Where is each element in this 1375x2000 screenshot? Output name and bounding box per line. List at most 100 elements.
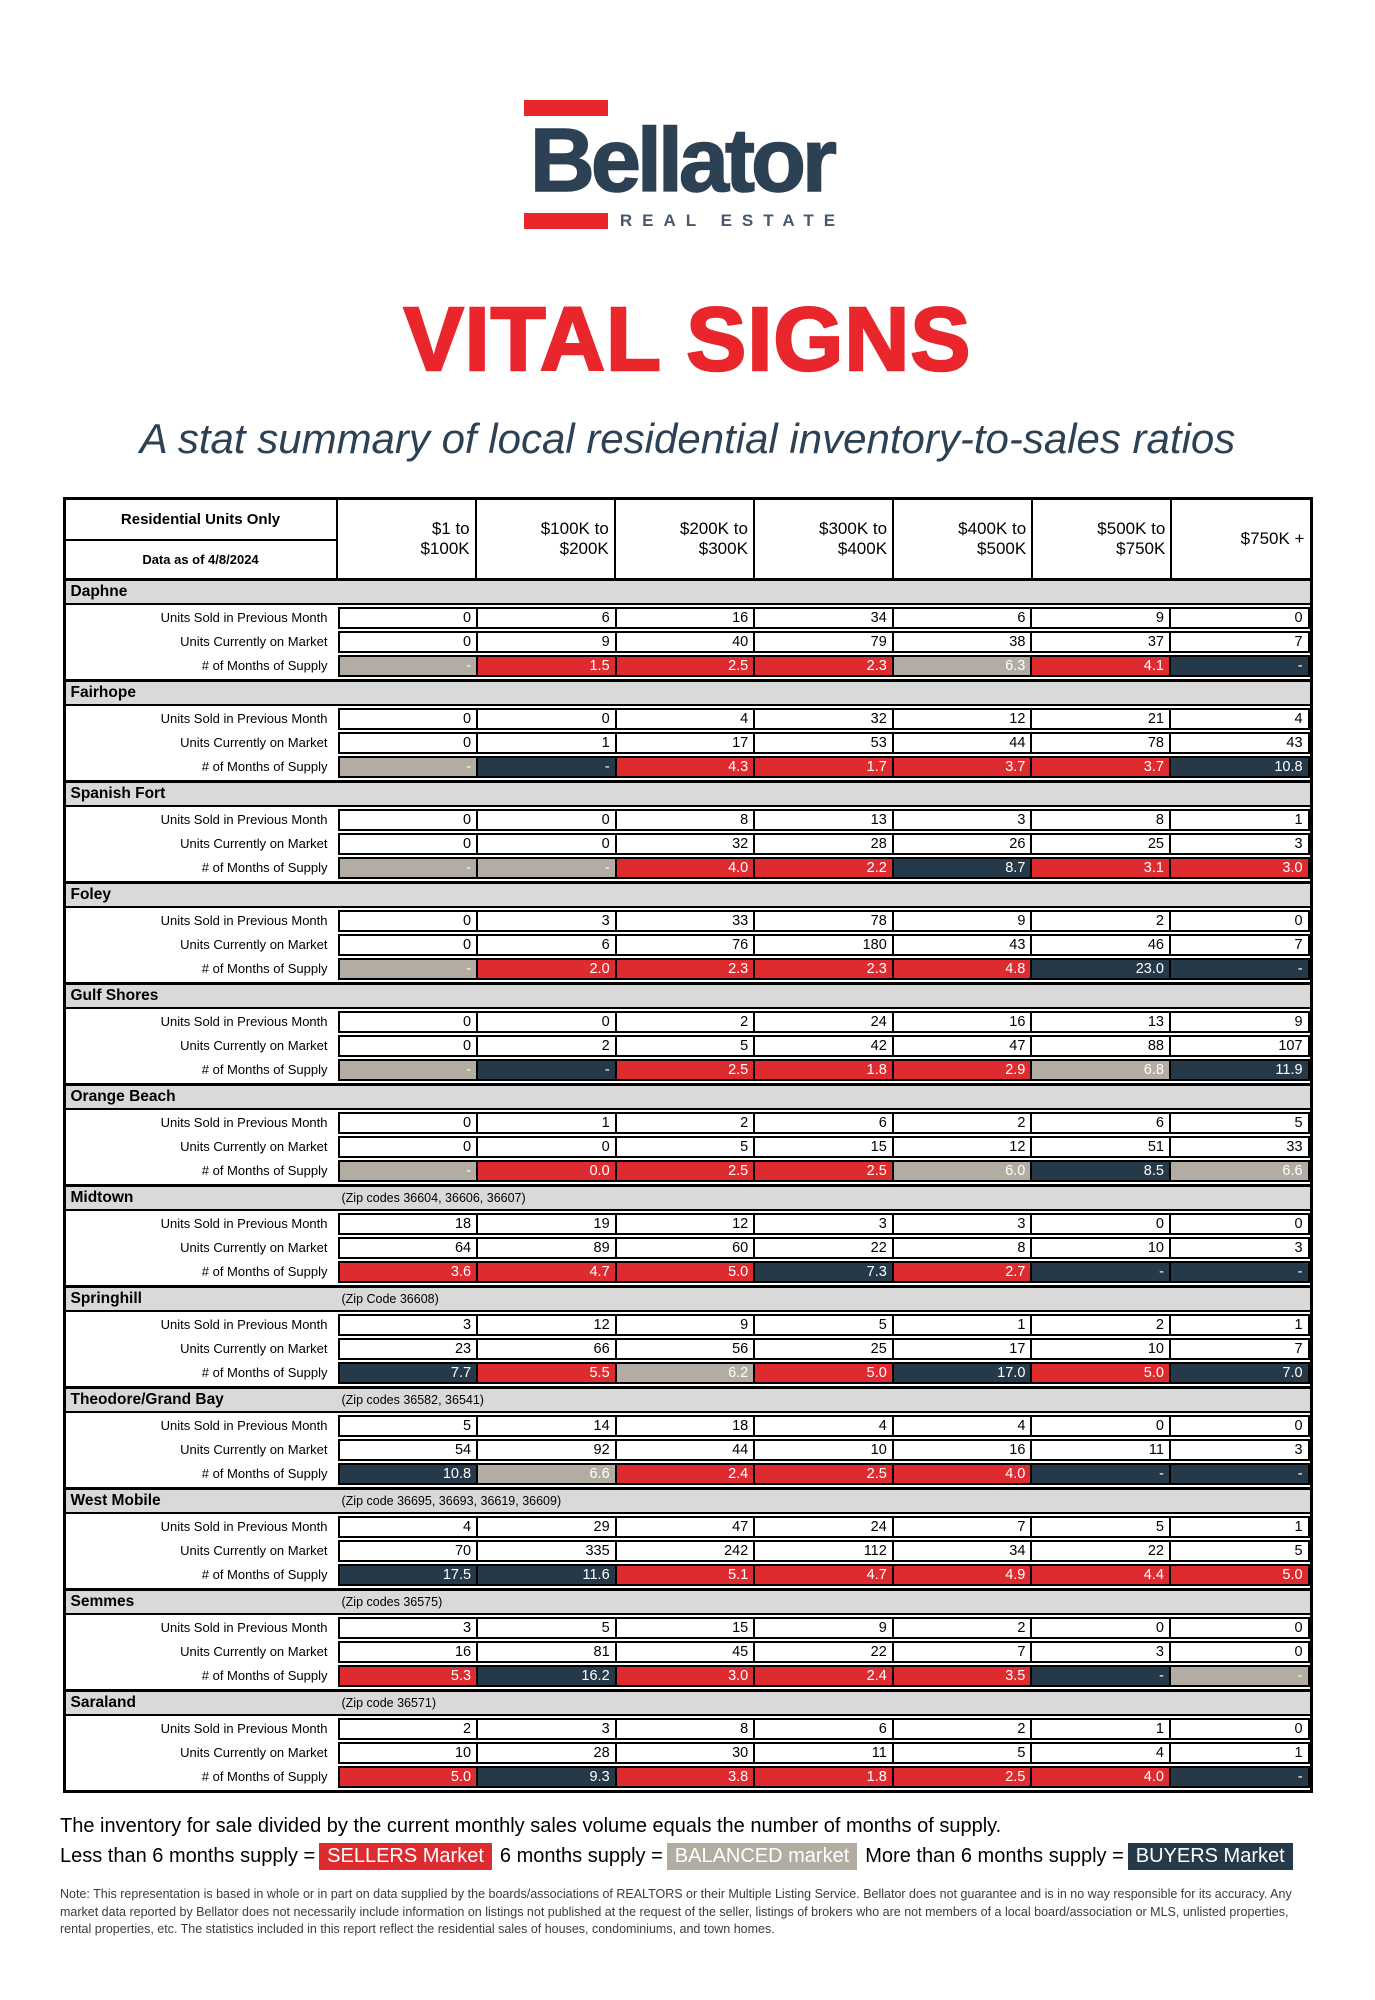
- supply-cell: -: [1168, 1462, 1310, 1485]
- row-cells: -0.0 2.5 2.5 6.0 8.5 6.6: [337, 1159, 1310, 1182]
- value-cell: 22: [753, 1640, 894, 1663]
- value-cell: 10: [753, 1438, 894, 1461]
- table-row: Units Sold in Previous Month 0 3 33 78 9 2 0: [66, 909, 1310, 932]
- value-cell: 44: [891, 731, 1033, 754]
- supply-cell: 8.7: [891, 856, 1033, 879]
- value-cell: 2: [1030, 1313, 1171, 1336]
- row-label: Units Sold in Previous Month: [160, 1216, 328, 1232]
- supply-cell: 3.8: [614, 1765, 756, 1788]
- supply-cell: 4.0: [891, 1462, 1033, 1485]
- price-column-header: $100K to $200K: [474, 499, 614, 578]
- value-cell: 6: [476, 933, 617, 956]
- row-cells: 7.7 5.5 6.2 5.0 17.0 5.0 7.0: [337, 1361, 1310, 1384]
- region-band: Orange Beach: [65, 1082, 1310, 1110]
- table-row: Units Sold in Previous Month 5 14 18 4 4 0 0: [66, 1414, 1310, 1437]
- price-column-header: $1 to $100K: [338, 500, 475, 578]
- value-cell: 107: [1168, 1034, 1310, 1057]
- row-label: # of Months of Supply: [201, 658, 328, 674]
- row-cells: 17.5 11.6 5.1 4.7 4.9 4.4 5.0: [337, 1563, 1310, 1586]
- row-label: # of Months of Supply: [201, 759, 328, 775]
- region-name: Theodore/Grand Bay: [70, 1390, 224, 1408]
- supply-cell: 3.0: [1168, 856, 1310, 879]
- row-cells: 23 66 56 25 17 10 7: [337, 1337, 1310, 1360]
- row-cells: 0 0 32 28 26 25 3: [337, 832, 1310, 855]
- region-band: Springhill (Zip Code 36608): [65, 1284, 1310, 1312]
- table-row: Units Currently on Market 54 92 44 10 16 11 3: [66, 1438, 1310, 1461]
- value-cell: 1: [1030, 1717, 1171, 1740]
- value-cell: 2: [614, 1010, 756, 1033]
- supply-cell: 0.0: [476, 1159, 617, 1182]
- value-cell: 0: [337, 606, 479, 629]
- value-cell: 88: [1030, 1034, 1171, 1057]
- value-cell: 0: [1168, 1640, 1310, 1663]
- table-row: # of Months of Supply - -4.0 2.2 8.7 3.1 3.0: [66, 856, 1310, 879]
- logo-bottom-row: REAL ESTATE: [523, 211, 845, 231]
- value-cell: 43: [891, 933, 1033, 956]
- row-cells: 18 19 12 3 3 0 0: [337, 1212, 1310, 1235]
- value-cell: 40: [614, 630, 756, 653]
- supply-cell: -: [476, 1058, 617, 1081]
- price-header-row: $1 to $100K $100K to $200K $200K to $300K $300…: [338, 499, 1310, 578]
- row-cells: - -4.0 2.2 8.7 3.1 3.0: [337, 856, 1310, 879]
- row-cells: 10 28 30 11 5 4 1: [337, 1741, 1310, 1764]
- price-line-1: $500K to: [1097, 518, 1166, 538]
- region-name: Gulf Shores: [70, 986, 159, 1004]
- table-row: Units Currently on Market 0 9 40 79 38 37 7: [66, 630, 1310, 653]
- price-line-2: $400K: [837, 538, 888, 558]
- value-cell: 78: [753, 909, 894, 932]
- price-line-1: $1 to: [431, 518, 470, 538]
- value-cell: 2: [337, 1717, 479, 1740]
- supply-cell: 6.2: [614, 1361, 756, 1384]
- value-cell: 0: [476, 1010, 617, 1033]
- region-band: Gulf Shores: [65, 981, 1310, 1009]
- value-cell: 3: [1030, 1640, 1171, 1663]
- supply-cell: 6.6: [1168, 1159, 1310, 1182]
- row-cells: 4 29 47 24 7 5 1: [337, 1515, 1310, 1538]
- value-cell: 10: [337, 1741, 479, 1764]
- region-zip-note: (Zip codes 36575): [341, 1594, 443, 1609]
- region-name: West Mobile: [70, 1491, 161, 1509]
- value-cell: 42: [753, 1034, 894, 1057]
- supply-cell: 16.2: [476, 1664, 617, 1687]
- value-cell: 16: [891, 1010, 1033, 1033]
- logo-bottom-bar: [523, 212, 608, 229]
- supply-cell: 2.5: [753, 1159, 894, 1182]
- region-band: Semmes (Zip codes 36575): [65, 1587, 1310, 1615]
- price-line-2: $300K: [698, 538, 748, 558]
- value-cell: 0: [337, 1135, 479, 1158]
- value-cell: 2: [1030, 909, 1171, 932]
- value-cell: 7: [1168, 933, 1310, 956]
- value-cell: 4: [891, 1414, 1033, 1437]
- region-name: Midtown: [70, 1188, 134, 1206]
- region-band: West Mobile (Zip code 36695, 36693, 36619…: [65, 1486, 1310, 1514]
- value-cell: 15: [753, 1135, 894, 1158]
- value-cell: 13: [1030, 1010, 1171, 1033]
- table-row: Units Sold in Previous Month 0 0 2 24 16 13 9: [66, 1010, 1310, 1033]
- row-cells: 0 1 17 53 44 78 43: [337, 731, 1310, 754]
- region-zip-note: (Zip code 36695, 36693, 36619, 36609): [341, 1493, 562, 1508]
- row-label: # of Months of Supply: [201, 1163, 328, 1179]
- value-cell: 12: [891, 707, 1033, 730]
- value-cell: 335: [476, 1539, 617, 1562]
- supply-cell: -: [1030, 1260, 1171, 1283]
- value-cell: 9: [476, 630, 617, 653]
- price-line-2: $500K: [977, 538, 1027, 558]
- value-cell: 6: [891, 606, 1033, 629]
- value-cell: 4: [614, 707, 756, 730]
- row-label: Units Sold in Previous Month: [160, 1721, 328, 1737]
- supply-cell: 5.0: [1030, 1361, 1171, 1384]
- row-label: Units Currently on Market: [180, 1139, 328, 1155]
- supply-cell: -: [337, 1058, 479, 1081]
- supply-cell: 3.0: [614, 1664, 756, 1687]
- value-cell: 0: [476, 808, 617, 831]
- value-cell: 89: [476, 1236, 617, 1259]
- value-cell: 0: [337, 1111, 479, 1134]
- supply-cell: -: [476, 856, 617, 879]
- value-cell: 242: [614, 1539, 756, 1562]
- region-name: Fairhope: [70, 683, 136, 701]
- row-label: Units Currently on Market: [180, 735, 328, 751]
- value-cell: 3: [891, 808, 1033, 831]
- supply-cell: 2.2: [753, 856, 894, 879]
- table-row: Units Sold in Previous Month 0 0 4 32 12 21 4: [66, 707, 1310, 730]
- value-cell: 5: [1168, 1111, 1310, 1134]
